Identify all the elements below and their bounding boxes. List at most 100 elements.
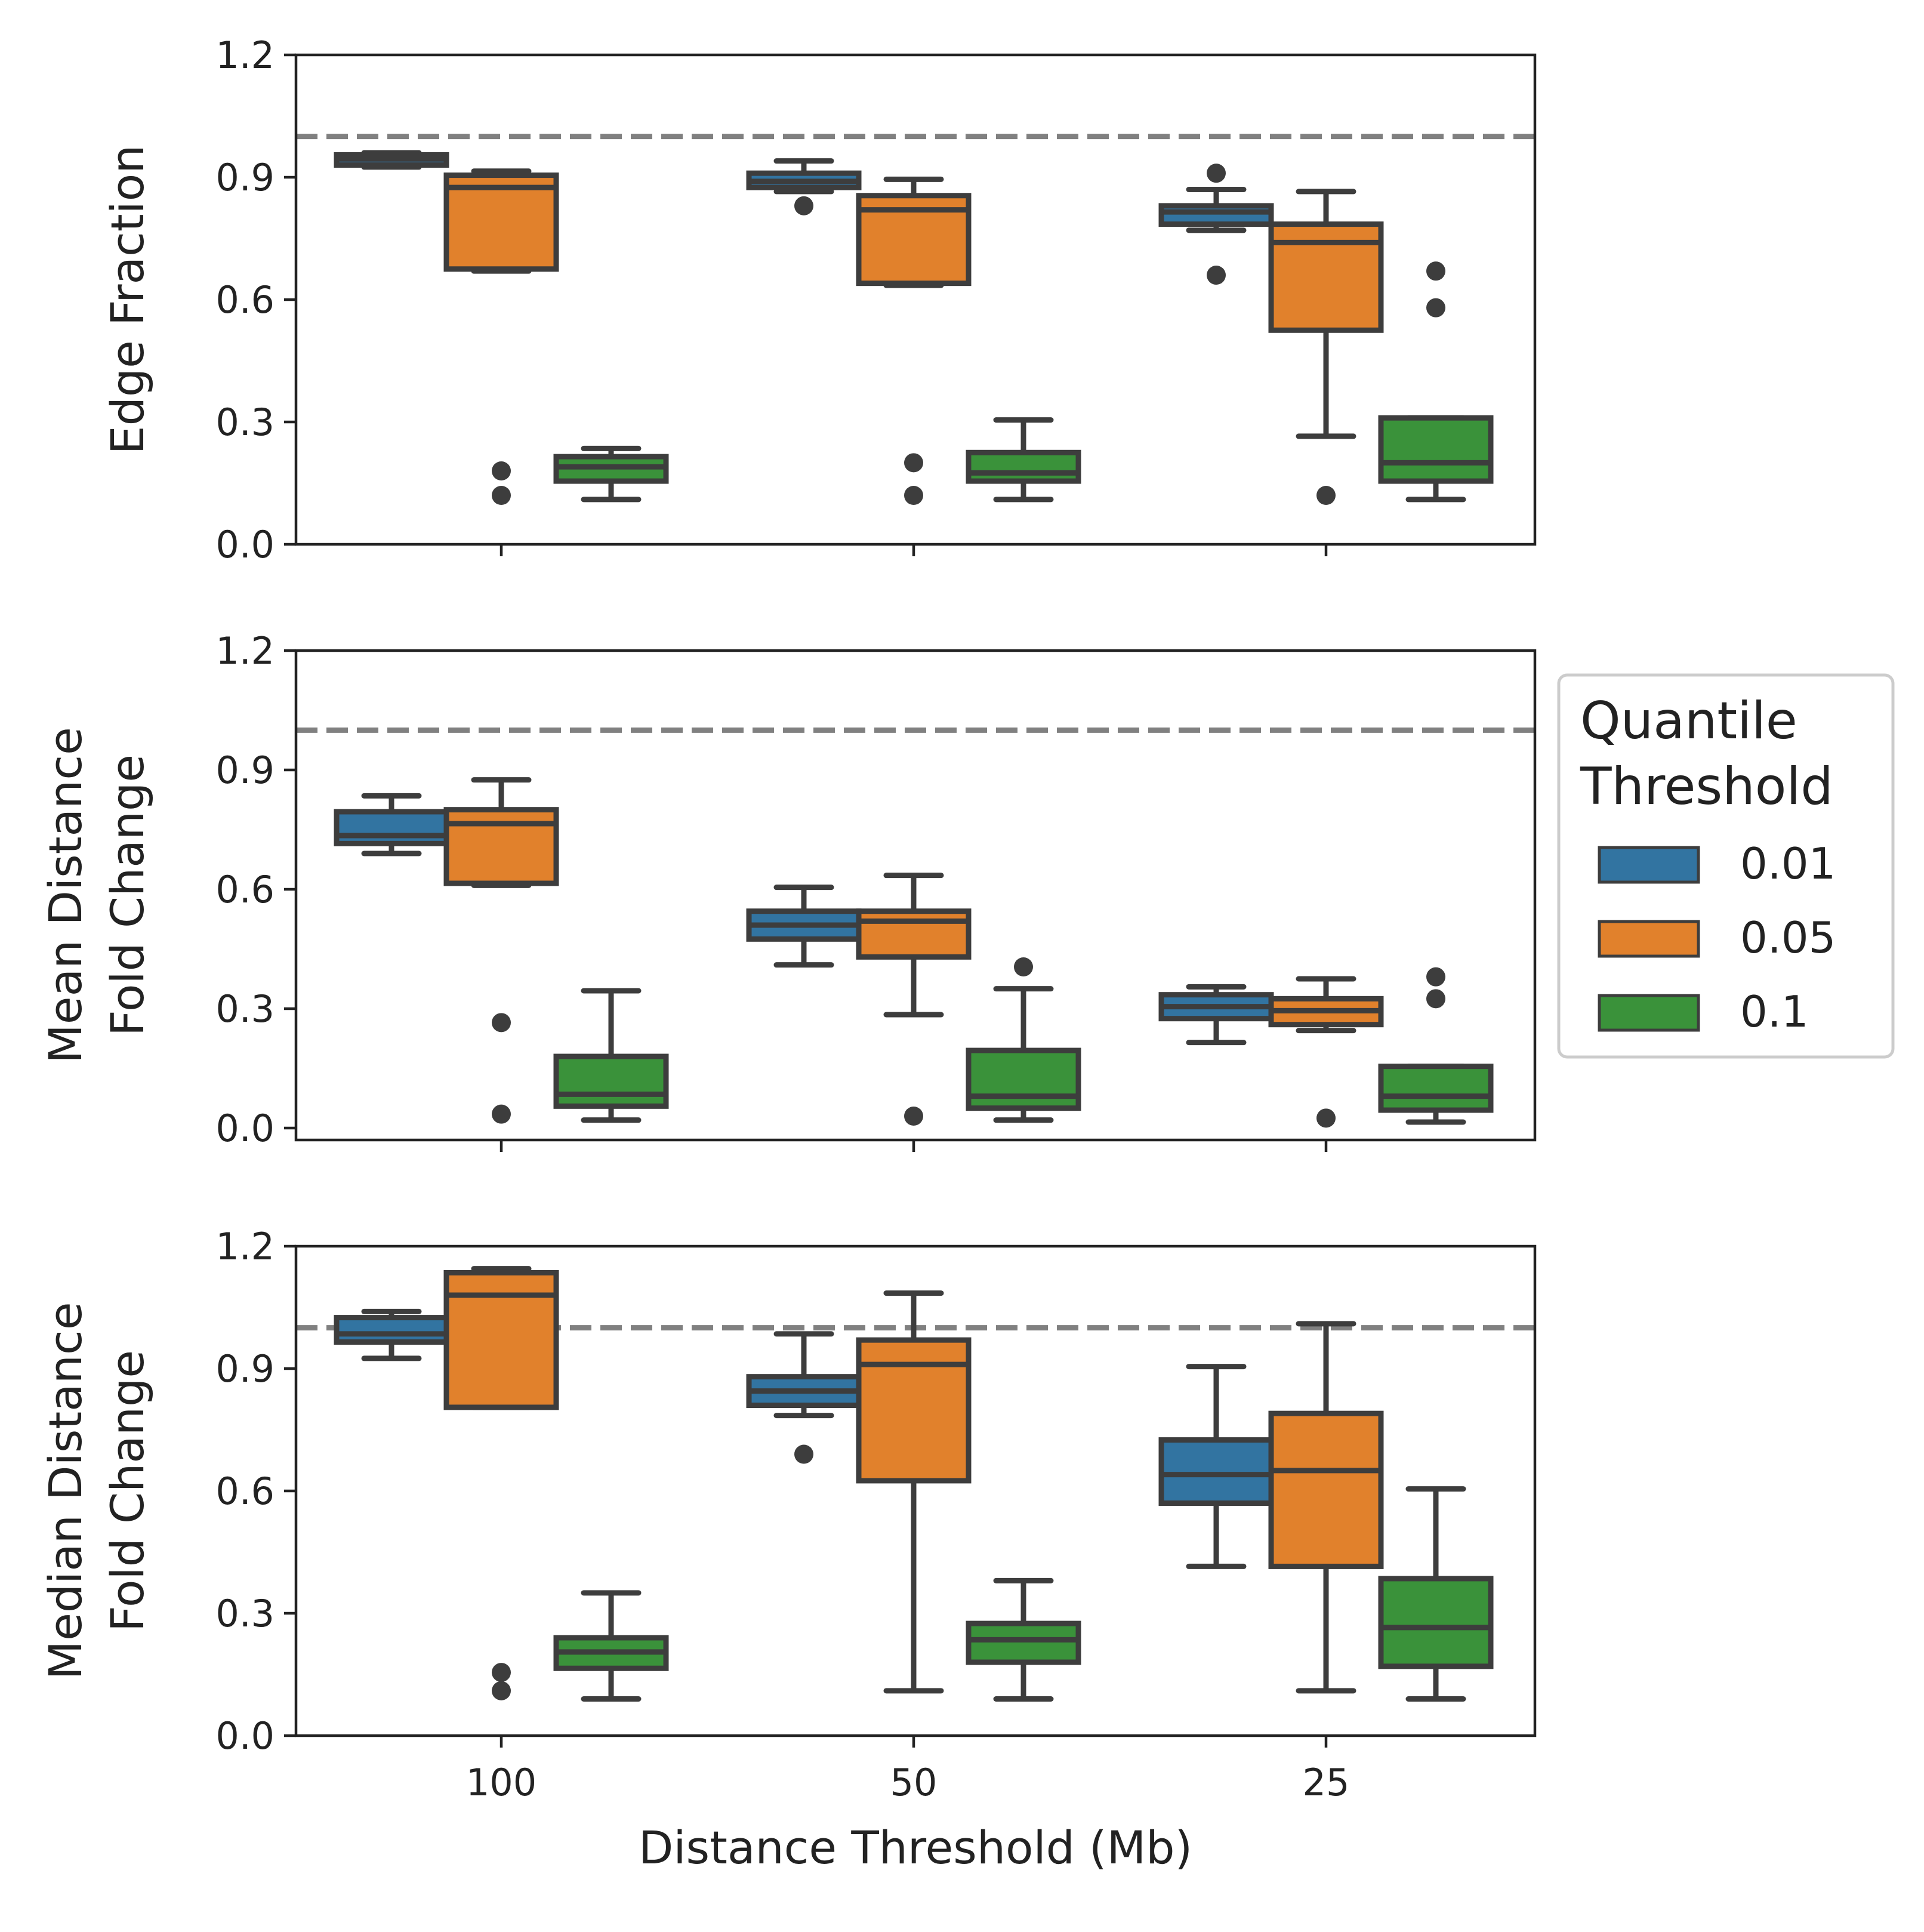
x-axis-title: Distance Threshold (Mb) [639, 1821, 1192, 1874]
box-50-0.1 [966, 957, 1081, 1123]
y-axis-title: Fold Change [101, 1350, 154, 1632]
outlier-point [492, 1663, 511, 1683]
iqr-box [334, 1315, 449, 1345]
box-100-0.1 [553, 988, 669, 1123]
y-tick-label: 0.9 [215, 1347, 275, 1391]
iqr-box [1378, 1064, 1494, 1113]
outlier-point [492, 1013, 511, 1033]
legend-label: 0.05 [1740, 913, 1836, 963]
y-axis-title: Median Distance [39, 1302, 92, 1680]
box-25-0.1 [1378, 967, 1494, 1125]
box-25-0.05 [1268, 1321, 1384, 1694]
iqr-box [334, 809, 449, 846]
outlier-point [1207, 164, 1226, 183]
x-tick-label: 50 [890, 1761, 938, 1804]
panel-2: 0.0 0.3 0.6 0.9 1.2 Mean Distance Fold Change [39, 629, 1537, 1152]
y-tick-label: 0.3 [215, 1592, 275, 1635]
y-axis-title: Edge Fraction [101, 145, 154, 455]
box-25-0.1 [1378, 1486, 1494, 1702]
iqr-box [966, 1047, 1081, 1111]
box-50-0.01 [746, 1331, 862, 1464]
iqr-box [1158, 1437, 1274, 1506]
outlier-point [492, 1681, 511, 1700]
outlier-point [1207, 266, 1226, 285]
legend-title: Threshold [1580, 757, 1833, 816]
box-50-0.1 [966, 417, 1081, 503]
box-25-0.01 [1158, 1364, 1274, 1569]
iqr-box [1268, 1410, 1384, 1569]
box-50-0.05 [856, 1290, 972, 1694]
y-tick-label: 0.9 [215, 156, 275, 199]
box-100-0.05 [443, 1266, 559, 1700]
iqr-box [1158, 203, 1274, 227]
y-axis-title: Fold Change [101, 754, 154, 1036]
panel-3: 0.0 0.3 0.6 0.9 1.2 100 50 25 Median Distance Fol… [39, 1225, 1537, 1804]
box-25-0.1 [1378, 261, 1494, 503]
box-100-0.1 [553, 1590, 669, 1702]
y-tick-label: 1.2 [215, 1225, 275, 1268]
iqr-box [856, 1337, 972, 1484]
y-tick-label: 0.0 [215, 1107, 275, 1150]
legend-frame [1557, 673, 1895, 1059]
x-tick-label: 100 [466, 1761, 536, 1804]
iqr-box [1378, 415, 1494, 484]
iqr-box [443, 172, 559, 272]
legend-title: Quantile [1580, 691, 1797, 751]
box-50-0.05 [856, 873, 972, 1126]
box-100-0.05 [443, 777, 559, 1124]
y-tick-label: 1.2 [215, 629, 275, 673]
outlier-point [492, 1104, 511, 1124]
box-100-0.1 [553, 445, 669, 503]
outlier-point [1316, 486, 1336, 505]
panel-1: 0.0 0.3 0.6 0.9 1.2 Edge Fraction [101, 33, 1537, 566]
box-25-0.01 [1158, 984, 1274, 1046]
y-tick-label: 0.6 [215, 868, 275, 911]
box-25-0.05 [1268, 189, 1384, 505]
outlier-point [1426, 261, 1445, 281]
outlier-point [904, 453, 923, 473]
outlier-point [904, 486, 923, 505]
outlier-point [904, 1107, 923, 1126]
y-tick-label: 0.9 [215, 748, 275, 792]
y-tick-label: 1.2 [215, 33, 275, 77]
y-tick-label: 0.0 [215, 1714, 275, 1758]
outlier-point [1014, 957, 1033, 976]
box-100-0.01 [334, 1308, 449, 1361]
y-axis-title: Mean Distance [39, 727, 92, 1064]
iqr-box [553, 1053, 669, 1109]
x-tick-label: 25 [1303, 1761, 1350, 1804]
y-tick-label: 0.6 [215, 278, 275, 322]
iqr-box [443, 807, 559, 886]
outlier-point [492, 461, 511, 480]
outlier-point [794, 1444, 813, 1464]
axes-frame [294, 649, 1537, 1142]
outlier-point [794, 196, 813, 215]
legend-label: 0.1 [1740, 987, 1809, 1037]
legend-swatch [1598, 846, 1700, 884]
iqr-box [856, 908, 972, 960]
box-100-0.05 [443, 168, 559, 505]
iqr-box [1378, 1576, 1494, 1669]
y-tick-label: 0.3 [215, 400, 275, 444]
box-50-0.01 [746, 885, 862, 968]
legend: Quantile Threshold 0.01 0.05 0.1 [1557, 673, 1895, 1059]
box-25-0.05 [1268, 976, 1384, 1128]
y-tick-label: 0.0 [215, 523, 275, 566]
box-100-0.01 [334, 793, 449, 856]
box-25-0.01 [1158, 164, 1274, 285]
outlier-point [492, 486, 511, 505]
legend-label: 0.01 [1740, 839, 1836, 889]
outlier-point [1426, 298, 1445, 318]
y-tick-label: 0.6 [215, 1469, 275, 1513]
iqr-box [966, 1620, 1081, 1665]
outlier-point [1316, 1108, 1336, 1128]
iqr-box [966, 449, 1081, 484]
outlier-point [1426, 967, 1445, 987]
outlier-point [1426, 989, 1445, 1009]
y-tick-label: 0.3 [215, 987, 275, 1031]
legend-swatch [1598, 994, 1700, 1032]
box-100-0.01 [334, 150, 449, 170]
box-50-0.1 [966, 1577, 1081, 1702]
box-50-0.05 [856, 176, 972, 505]
